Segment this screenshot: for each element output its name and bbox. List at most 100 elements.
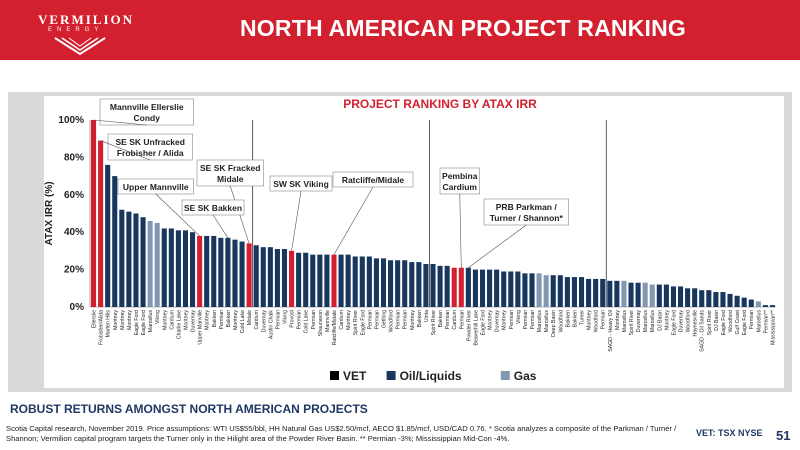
x-tick-label: Permian (403, 310, 409, 329)
x-tick-label: Permian (297, 310, 303, 329)
bar (564, 277, 570, 307)
bar (769, 305, 776, 307)
x-tick-label: Frobisher/Alida (99, 310, 105, 345)
legend-label-VET: VET (343, 369, 367, 383)
x-tick-label: Permian (601, 310, 607, 329)
x-tick-label: Permian (219, 310, 225, 329)
x-tick-label: Permian (445, 310, 451, 329)
bar (359, 256, 365, 307)
bar (699, 290, 705, 307)
x-tick-label: Powder River (466, 310, 472, 341)
bar (578, 277, 585, 307)
bar (267, 247, 273, 307)
logo-subtext: ENERGY (48, 27, 104, 33)
bar (402, 260, 408, 307)
y-tick-label: 40% (64, 227, 84, 238)
bar (550, 275, 556, 307)
x-tick-label: Cardium (169, 310, 175, 330)
bar (713, 292, 719, 307)
bar (642, 282, 648, 307)
x-tick-label: Woodford (389, 310, 395, 333)
x-tick-label: Woodford (594, 310, 600, 333)
bar (614, 280, 620, 307)
annotation-label: Midale (217, 174, 244, 184)
bar (218, 237, 224, 307)
y-tick-label: 80% (64, 152, 84, 163)
bar (437, 265, 443, 307)
x-tick-label: Eagle Ford (360, 310, 366, 335)
bar (296, 252, 302, 307)
bar (586, 278, 592, 307)
x-tick-label: Bakken (212, 310, 218, 327)
x-tick-label: Marten Hills (106, 310, 112, 338)
x-tick-label: Deep Basin (551, 310, 557, 337)
bar (670, 286, 676, 307)
x-tick-label: Uinta (424, 310, 430, 322)
bar (529, 273, 535, 307)
bar (748, 299, 754, 307)
x-tick-label: DJ Basin (714, 310, 720, 331)
exchange-listing: VET: TSX NYSE (696, 428, 763, 438)
x-tick-label: Turner (580, 310, 586, 325)
y-tick-label: 60% (64, 190, 84, 201)
bar (289, 250, 295, 307)
x-tick-label: Montney (113, 310, 119, 330)
x-tick-label: Cardium (339, 310, 345, 330)
y-tick-label: 20% (64, 265, 84, 276)
x-tick-label: Montney (346, 310, 352, 330)
bar (345, 254, 351, 307)
bar (607, 280, 613, 307)
bar (324, 254, 330, 307)
x-tick-label: DJ Basin (657, 310, 663, 331)
x-tick-label: Montney (410, 310, 416, 330)
bar (352, 256, 358, 307)
bar (90, 120, 97, 307)
bar (331, 254, 337, 307)
x-tick-label: Eagle Ford (141, 310, 147, 335)
bar (182, 230, 189, 307)
x-tick-label: Permian (509, 310, 515, 329)
bar (479, 269, 486, 307)
bar (338, 254, 344, 307)
bar (458, 267, 464, 307)
header-banner (0, 0, 800, 60)
bar (543, 275, 549, 307)
x-tick-label: Montney (162, 310, 168, 330)
x-tick-label: SAGD - Oil Sands (700, 310, 706, 352)
annotation-box (439, 167, 480, 195)
bar (685, 288, 691, 307)
page-title: NORTH AMERICAN PROJECT RANKING (240, 15, 686, 41)
bar (628, 282, 634, 307)
footnote: Scotia Capital research, November 2019. … (6, 424, 677, 443)
logo-wordmark: VERMILION (38, 12, 135, 27)
x-tick-label: Upper Manville (198, 310, 204, 345)
legend-label-oil: Oil/Liquids (400, 369, 462, 383)
x-tick-label: Haynesville (693, 310, 699, 337)
x-tick-label: Bakken (226, 310, 232, 327)
legend-swatch-gas (500, 371, 510, 380)
bar (168, 228, 174, 307)
annotation-label: Mannville Ellerslie (110, 102, 184, 112)
logo-flame-icon (54, 37, 106, 56)
bar (451, 267, 457, 307)
bar (734, 295, 740, 307)
bar (395, 260, 401, 307)
bar (515, 271, 521, 307)
x-tick-label: Marcellus (537, 310, 543, 333)
annotation-leader (155, 193, 200, 237)
annotation-box (483, 198, 569, 226)
bar (373, 258, 379, 307)
x-tick-label: Woodford (728, 310, 734, 333)
bar (310, 254, 316, 307)
x-tick-label: Cold Lake (304, 310, 310, 333)
x-tick-label: Montney (183, 310, 189, 330)
bar (487, 269, 493, 307)
annotation-label: Ratcliffe/Midale (342, 175, 405, 185)
y-tick-label: 0% (70, 302, 85, 313)
annotation-label: Turner / Shannon* (490, 213, 564, 223)
chart-title: PROJECT RANKING BY ATAX IRR (343, 97, 537, 111)
bar (416, 262, 422, 307)
bar (423, 263, 429, 307)
bar (239, 241, 245, 307)
